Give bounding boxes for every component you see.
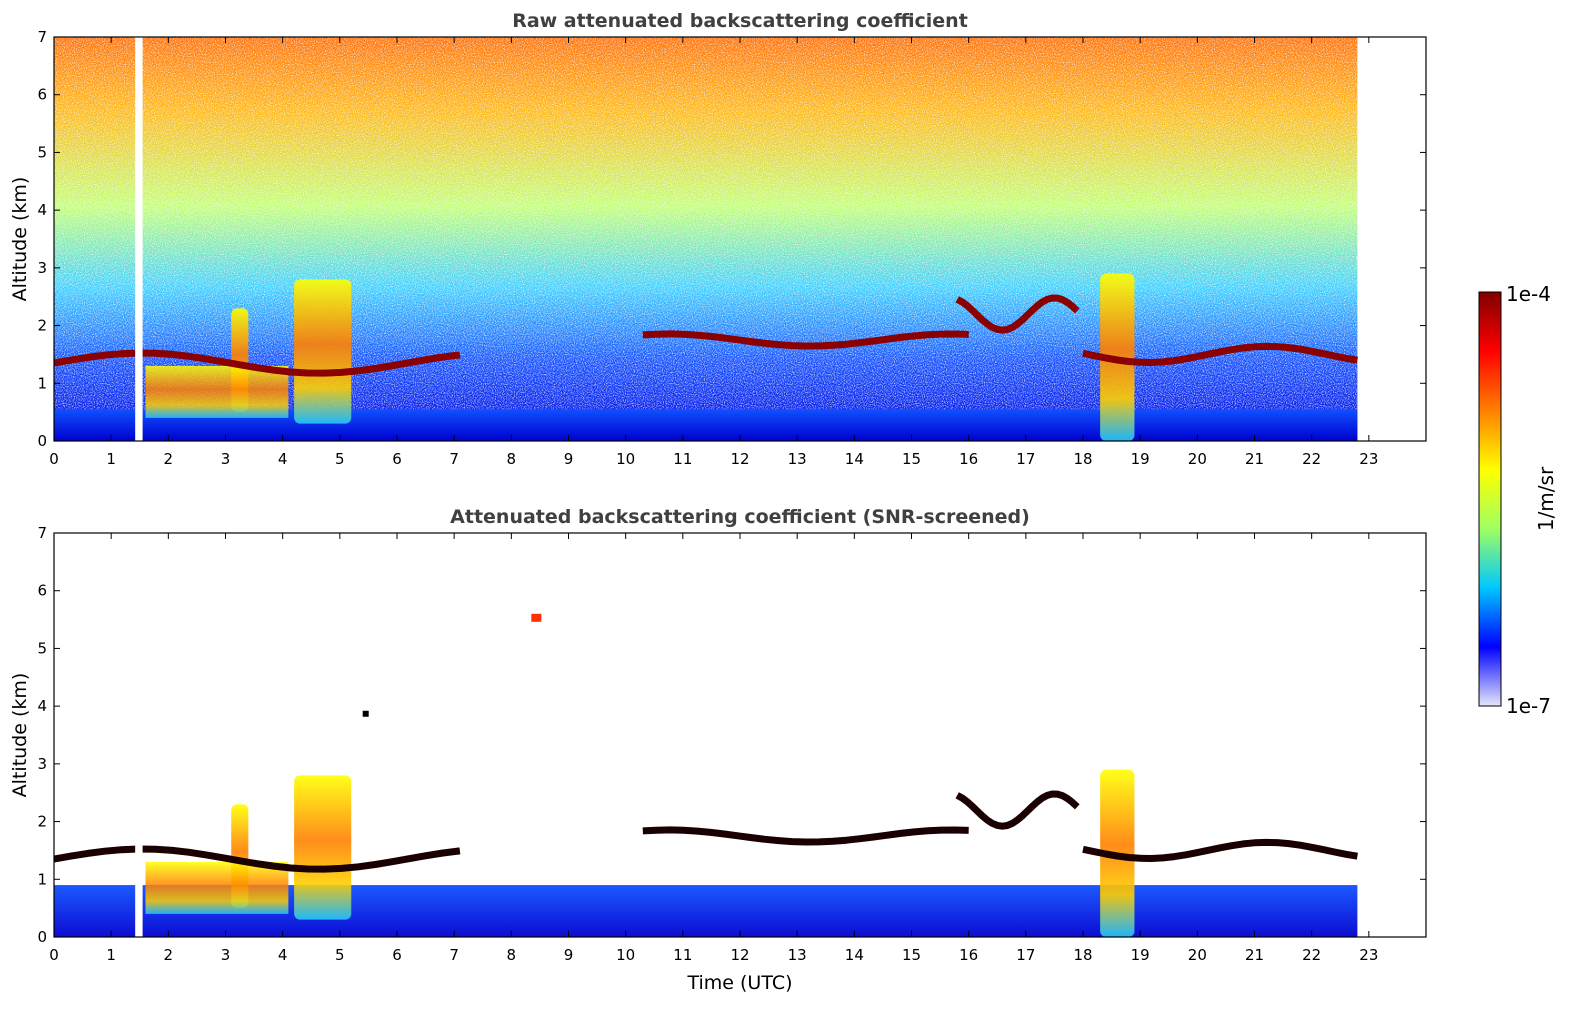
y-tick-label: 7 [37, 524, 47, 542]
x-tick-label: 19 [1131, 946, 1150, 964]
x-tick-label: 5 [335, 946, 345, 964]
x-tick-label: 6 [392, 450, 402, 468]
x-tick-label: 10 [616, 450, 635, 468]
cloud-layer-0 [53, 845, 461, 873]
x-tick-label: 19 [1131, 450, 1150, 468]
snr-y-axis-label: Altitude (km) [9, 673, 31, 798]
y-tick-label: 4 [37, 697, 47, 715]
snr-screened-heatmap [53, 533, 1358, 937]
x-tick-label: 21 [1245, 450, 1264, 468]
x-tick-label: 7 [449, 946, 459, 964]
x-tick-label: 9 [564, 946, 574, 964]
y-tick-label: 3 [37, 259, 47, 277]
x-tick-label: 7 [449, 450, 459, 468]
colorbar-unit-label: 1/m/sr [1534, 466, 1558, 531]
x-tick-label: 0 [49, 450, 59, 468]
cloud-layer-2 [955, 294, 1080, 334]
x-tick-label: 3 [221, 450, 231, 468]
x-tick-label: 18 [1073, 450, 1092, 468]
morning-aerosol-layer [145, 365, 289, 418]
y-tick-label: 7 [37, 28, 47, 46]
y-tick-label: 2 [37, 317, 47, 335]
y-tick-label: 5 [37, 143, 47, 161]
x-tick-label: 17 [1016, 450, 1035, 468]
x-tick-label: 2 [164, 450, 174, 468]
x-tick-label: 16 [959, 450, 978, 468]
raw-backscatter-heatmap [53, 37, 1358, 441]
high-aerosol-patch [531, 613, 542, 622]
x-tick-label: 12 [730, 946, 749, 964]
x-tick-label: 23 [1359, 450, 1378, 468]
raw-backscatter-panel: 0 1 2 3 4 5 6 7 8 9 10 11 12 13 14 15 16 17 18 19 20 21 22 2301… [9, 10, 1427, 468]
x-tick-label: 6 [392, 946, 402, 964]
x-tick-label: 22 [1302, 946, 1321, 964]
x-tick-label: 2 [164, 946, 174, 964]
x-tick-label: 1 [106, 946, 116, 964]
y-tick-label: 0 [37, 928, 47, 946]
x-tick-label: 3 [221, 946, 231, 964]
x-tick-label: 23 [1359, 946, 1378, 964]
raw-axis-ticks: 0 1 2 3 4 5 6 7 8 9 10 11 12 13 14 15 16 17 18 19 20 21 22 2301… [37, 28, 1426, 468]
x-tick-label: 18 [1073, 946, 1092, 964]
snr-panel-title: Attenuated backscattering coefficient (S… [450, 506, 1030, 528]
snr-screened-panel: 0 1 2 3 4 5 6 7 8 9 10 11 12 13 14 15 16 17 18 19 20 21 22 2301… [9, 506, 1427, 994]
x-tick-label: 13 [788, 450, 807, 468]
colorbar-gradient [1478, 291, 1502, 707]
x-tick-label: 17 [1016, 946, 1035, 964]
aerosol-plume-1 [294, 775, 352, 920]
x-tick-label: 5 [335, 450, 345, 468]
x-tick-label: 11 [673, 946, 692, 964]
cloud-layer-2 [955, 790, 1080, 830]
snr-axis-ticks: 0 1 2 3 4 5 6 7 8 9 10 11 12 13 14 15 16 17 18 19 20 21 22 2301… [37, 524, 1426, 964]
y-tick-label: 5 [37, 639, 47, 657]
x-tick-label: 20 [1188, 946, 1207, 964]
x-tick-label: 12 [730, 450, 749, 468]
cloud-layer-1 [642, 826, 969, 846]
x-axis-label: Time (UTC) [686, 972, 792, 994]
x-tick-label: 20 [1188, 450, 1207, 468]
high-cloud-speck [362, 710, 369, 717]
colorbar: 1e-4 1e-7 1/m/sr [1478, 282, 1558, 718]
x-tick-label: 4 [278, 450, 288, 468]
x-tick-label: 4 [278, 946, 288, 964]
cloud-layer-3 [1082, 342, 1358, 366]
y-tick-label: 6 [37, 582, 47, 600]
y-tick-label: 3 [37, 755, 47, 773]
x-tick-label: 14 [845, 450, 864, 468]
x-tick-label: 0 [49, 946, 59, 964]
x-tick-label: 11 [673, 450, 692, 468]
x-tick-label: 15 [902, 450, 921, 468]
cloud-layer-3 [1082, 838, 1358, 862]
x-tick-label: 15 [902, 946, 921, 964]
data-gap [135, 533, 143, 937]
x-tick-label: 1 [106, 450, 116, 468]
x-tick-label: 16 [959, 946, 978, 964]
x-tick-label: 10 [616, 946, 635, 964]
y-tick-label: 6 [37, 86, 47, 104]
y-tick-label: 1 [37, 374, 47, 392]
x-tick-label: 13 [788, 946, 807, 964]
x-tick-label: 22 [1302, 450, 1321, 468]
cloud-layer-1 [642, 330, 969, 350]
x-tick-label: 8 [507, 946, 517, 964]
colorbar-min-label: 1e-7 [1506, 694, 1551, 718]
data-gap [135, 37, 143, 441]
aerosol-plume-1 [294, 279, 352, 424]
x-tick-label: 9 [564, 450, 574, 468]
y-tick-label: 0 [37, 432, 47, 450]
x-tick-label: 21 [1245, 946, 1264, 964]
x-tick-label: 8 [507, 450, 517, 468]
y-tick-label: 2 [37, 813, 47, 831]
y-tick-label: 1 [37, 870, 47, 888]
y-tick-label: 4 [37, 201, 47, 219]
colorbar-max-label: 1e-4 [1506, 282, 1551, 306]
raw-y-axis-label: Altitude (km) [9, 177, 31, 302]
morning-aerosol-layer [145, 861, 289, 914]
x-tick-label: 14 [845, 946, 864, 964]
raw-panel-title: Raw attenuated backscattering coefficien… [512, 10, 968, 32]
cloud-layer-0 [53, 349, 461, 377]
